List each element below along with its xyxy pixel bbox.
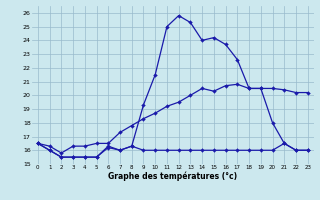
X-axis label: Graphe des températures (°c): Graphe des températures (°c) xyxy=(108,172,237,181)
